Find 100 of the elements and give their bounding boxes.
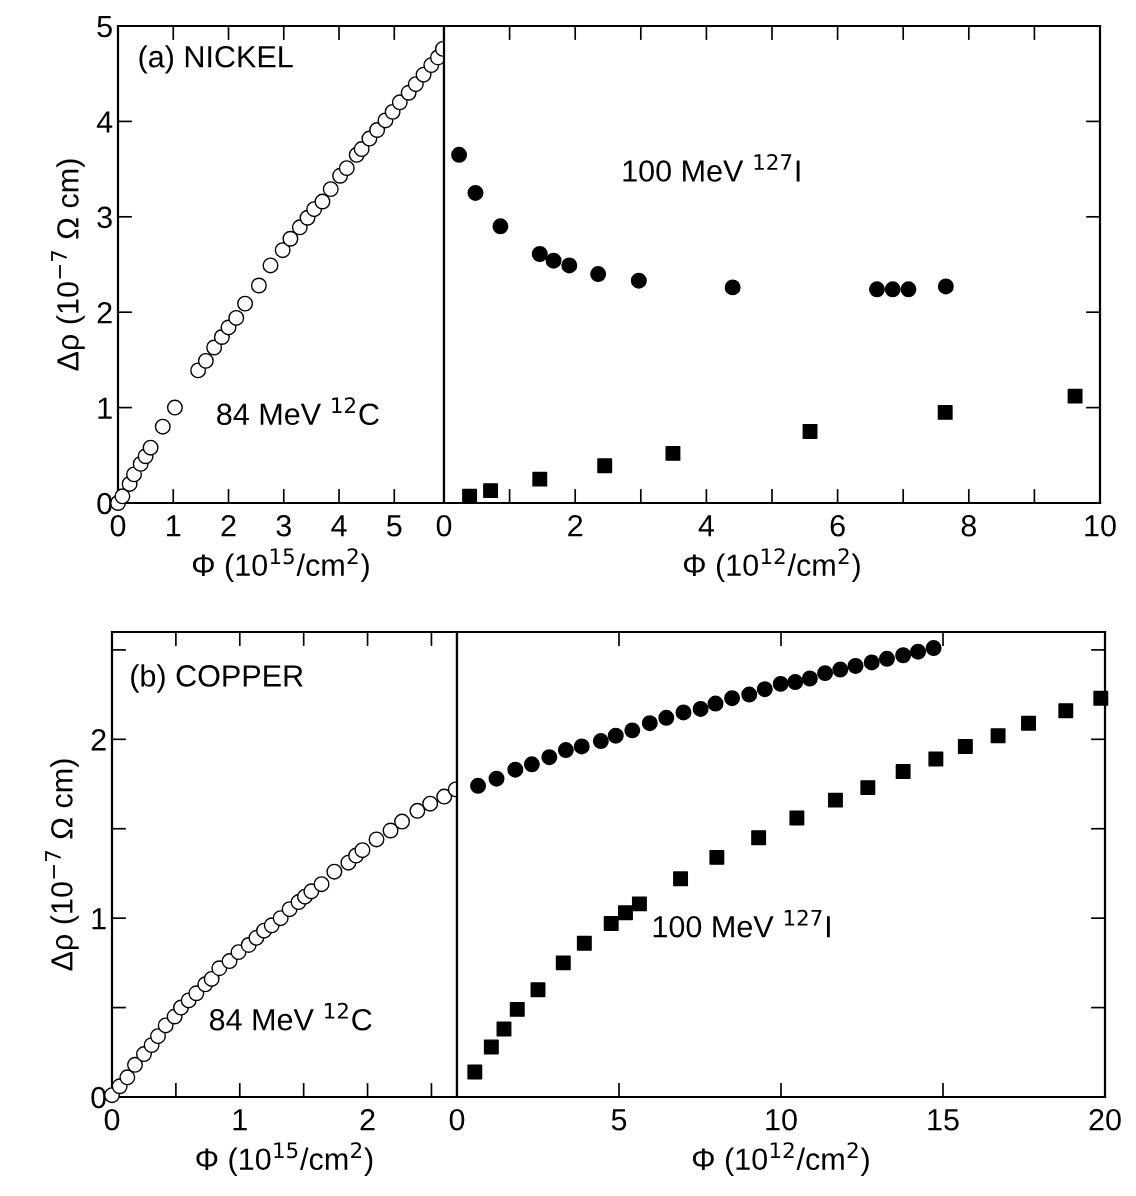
annotation: (b) COPPER (131, 664, 303, 693)
point (203, 970, 220, 987)
x-axis-title: Φ (10$^{12}$/cm$^{2}$) (683, 548, 860, 583)
x-tick-label: 10 (766, 1108, 797, 1131)
point (166, 399, 183, 416)
point (692, 700, 709, 717)
point (488, 770, 505, 787)
point (154, 418, 171, 435)
point (250, 277, 267, 294)
point (868, 281, 885, 298)
point (624, 722, 641, 739)
point (878, 650, 895, 667)
point (532, 471, 548, 487)
point (422, 795, 439, 812)
point (860, 780, 876, 796)
point (573, 738, 590, 755)
point (576, 935, 592, 951)
y-tick-label: 2 (91, 729, 106, 751)
point (597, 458, 613, 474)
point (545, 252, 562, 269)
annotation: 84 MeV $^{12}$C (217, 397, 379, 426)
point (114, 488, 131, 505)
point (354, 842, 371, 859)
point (436, 788, 453, 805)
point (741, 686, 758, 703)
x-tick-label: 10 (1085, 514, 1116, 537)
point (326, 863, 343, 880)
point (530, 982, 546, 998)
point (832, 661, 849, 678)
point (590, 266, 607, 283)
point (483, 483, 499, 499)
point (561, 257, 578, 274)
point (817, 665, 834, 682)
point (673, 871, 689, 887)
point (150, 1028, 166, 1045)
point (507, 761, 524, 778)
point (206, 339, 223, 356)
point (313, 876, 330, 893)
point (555, 955, 571, 971)
point (451, 146, 468, 163)
x-tick-label: 3 (276, 514, 291, 537)
point (274, 242, 291, 259)
y-tick-label: 4 (96, 111, 113, 133)
point (557, 742, 574, 759)
point (353, 141, 370, 158)
y-tick-label: 5 (97, 16, 112, 38)
point (483, 1039, 499, 1055)
point (630, 272, 647, 289)
point (394, 813, 411, 830)
point (895, 647, 912, 664)
point (787, 674, 804, 691)
point (631, 896, 647, 912)
point (523, 756, 540, 773)
point (707, 695, 724, 712)
annotation: 100 MeV $^{127}$I (653, 909, 830, 938)
y-axis-title: Δρ (10$^{−7}$ Ω cm) (45, 759, 79, 971)
point (531, 246, 548, 262)
x-tick-label: 5 (611, 1109, 627, 1131)
x-tick-label: 5 (387, 515, 402, 537)
point (282, 230, 299, 247)
point (127, 1056, 143, 1073)
point (492, 218, 509, 235)
x-tick-label: 20 (1089, 1108, 1121, 1131)
y-tick-label: 1 (98, 397, 112, 419)
point (665, 445, 681, 461)
x-tick-label: 6 (830, 514, 845, 537)
point (990, 728, 1006, 744)
point (724, 690, 741, 707)
point (391, 94, 408, 111)
point (197, 352, 214, 369)
point (1058, 703, 1074, 719)
point (756, 681, 773, 698)
point (382, 822, 399, 839)
x-axis-title: Φ (10$^{12}$/cm$^{2}$) (692, 1142, 869, 1177)
point (641, 715, 658, 732)
point (314, 193, 331, 210)
point (409, 802, 426, 819)
point (884, 281, 901, 298)
x-tick-label: 1 (233, 1109, 247, 1131)
point (1067, 388, 1083, 404)
point (119, 1069, 136, 1086)
point (928, 751, 944, 767)
annotation: 100 MeV $^{127}$I (623, 153, 800, 182)
point (496, 1021, 512, 1037)
point (802, 423, 818, 439)
point (772, 675, 789, 692)
point (900, 281, 917, 298)
x-axis-title: Φ (10$^{15}$/cm$^{2}$) (196, 1142, 373, 1177)
point (910, 643, 927, 660)
point (801, 670, 818, 687)
point (789, 810, 805, 826)
x-tick-label: 4 (331, 515, 347, 537)
point (827, 792, 843, 808)
y-axis-title: Δρ (10$^{−7}$ Ω cm) (51, 159, 85, 371)
point (675, 704, 692, 721)
point (925, 640, 942, 657)
point (541, 749, 558, 766)
point (462, 488, 478, 504)
x-tick-label: 0 (436, 514, 452, 537)
point (509, 1001, 525, 1017)
